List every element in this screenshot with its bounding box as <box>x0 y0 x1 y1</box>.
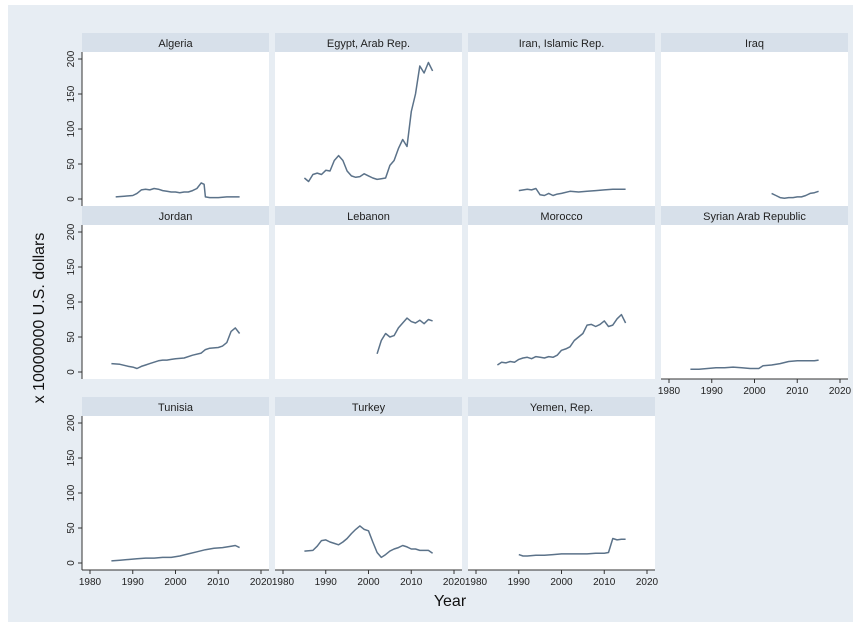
panel-title: Egypt, Arab Rep. <box>327 38 410 50</box>
panel-title: Tunisia <box>158 402 194 414</box>
y-tick-label: 100 <box>66 293 77 310</box>
x-tick-label: 1980 <box>272 577 295 588</box>
x-tick-label: 2000 <box>164 577 187 588</box>
panel-plot-area <box>82 225 269 379</box>
panel-title: Turkey <box>352 402 386 414</box>
panel-plot-area <box>82 52 269 206</box>
y-tick-label: 100 <box>66 120 77 137</box>
x-axis-title: Year <box>434 593 467 610</box>
panel-plot-area <box>468 225 655 379</box>
x-tick-label: 2000 <box>357 577 380 588</box>
panel-title: Yemen, Rep. <box>530 402 593 414</box>
x-tick-label: 2020 <box>250 577 273 588</box>
panel-plot-area <box>468 52 655 206</box>
x-tick-label: 1980 <box>79 577 102 588</box>
x-tick-label: 1990 <box>701 386 724 397</box>
panel-plot-area <box>275 416 462 570</box>
x-tick-label: 2020 <box>443 577 466 588</box>
panel-title: Iran, Islamic Rep. <box>519 38 605 50</box>
y-tick-label: 50 <box>66 331 77 343</box>
panel-plot-area <box>82 416 269 570</box>
panel-title: Lebanon <box>347 211 390 223</box>
y-tick-label: 200 <box>66 50 77 67</box>
panel-title: Algeria <box>158 38 193 50</box>
y-tick-label: 0 <box>66 560 77 566</box>
panel-plot-area <box>275 225 462 379</box>
panel-title: Morocco <box>540 211 582 223</box>
x-tick-label: 1980 <box>465 577 488 588</box>
y-tick-label: 200 <box>66 414 77 431</box>
x-tick-label: 2020 <box>829 386 852 397</box>
y-tick-label: 0 <box>66 369 77 375</box>
x-tick-label: 1990 <box>315 577 338 588</box>
panel-plot-area <box>661 225 848 379</box>
y-tick-label: 0 <box>66 196 77 202</box>
panel-title: Syrian Arab Republic <box>703 211 806 223</box>
panel-plot-area <box>275 52 462 206</box>
y-tick-label: 100 <box>66 484 77 501</box>
y-tick-label: 150 <box>66 258 77 275</box>
panel-title: Jordan <box>159 211 193 223</box>
panel-plot-area <box>468 416 655 570</box>
x-tick-label: 2000 <box>743 386 766 397</box>
panel-title: Iraq <box>745 38 764 50</box>
x-tick-label: 2010 <box>786 386 809 397</box>
x-tick-label: 2000 <box>550 577 573 588</box>
y-tick-label: 50 <box>66 522 77 534</box>
x-tick-label: 1990 <box>122 577 145 588</box>
x-tick-label: 2020 <box>636 577 659 588</box>
y-axis-title: x 10000000 U.S. dollars <box>31 233 48 404</box>
x-tick-label: 1980 <box>658 386 681 397</box>
x-tick-label: 2010 <box>400 577 423 588</box>
y-tick-label: 200 <box>66 223 77 240</box>
y-tick-label: 150 <box>66 85 77 102</box>
y-tick-label: 150 <box>66 449 77 466</box>
x-tick-label: 1990 <box>508 577 531 588</box>
y-tick-label: 50 <box>66 158 77 170</box>
x-tick-label: 2010 <box>593 577 616 588</box>
x-tick-label: 2010 <box>207 577 230 588</box>
panel-plot-area <box>661 52 848 206</box>
